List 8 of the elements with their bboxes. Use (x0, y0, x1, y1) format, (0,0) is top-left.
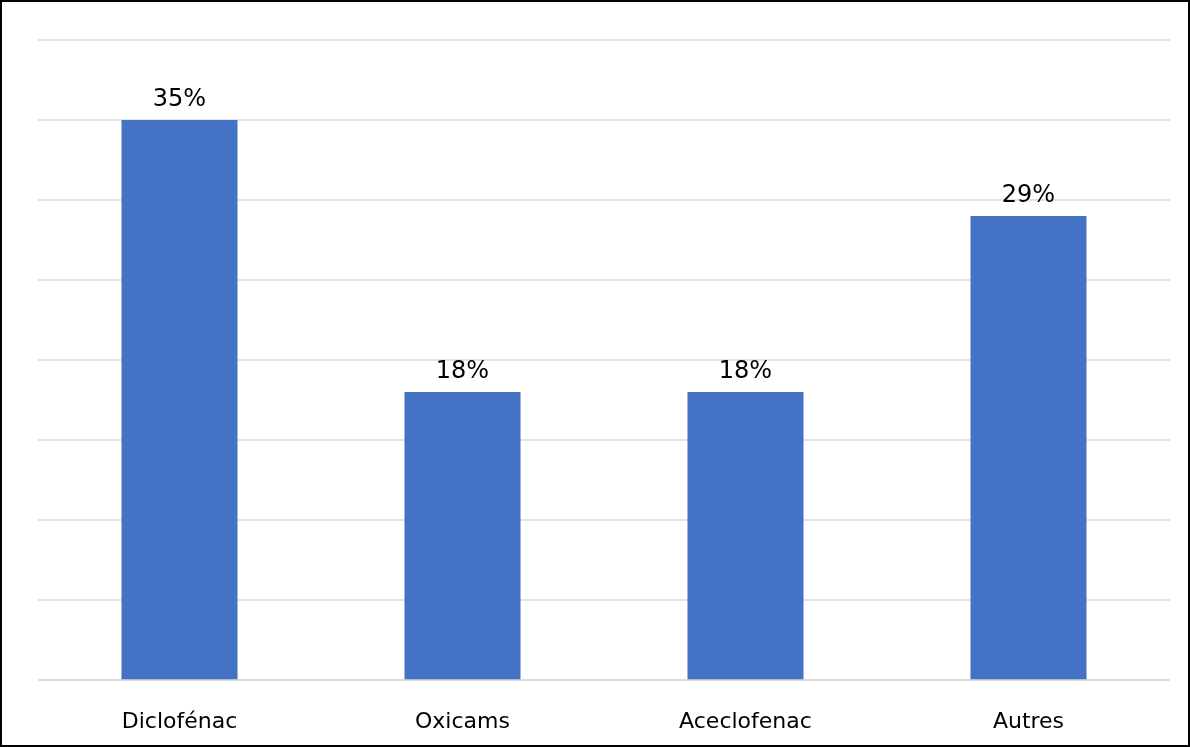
data-label: 18% (718, 356, 773, 384)
x-tick-label: Autres (992, 708, 1065, 733)
x-tick-label: Aceclofenac (679, 708, 812, 733)
x-tick-label: Oxicams (415, 708, 510, 733)
data-label: 18% (435, 356, 490, 384)
x-tick-label: Diclofénac (121, 708, 238, 733)
data-label: 35% (152, 84, 207, 112)
data-label: 29% (1001, 180, 1056, 208)
